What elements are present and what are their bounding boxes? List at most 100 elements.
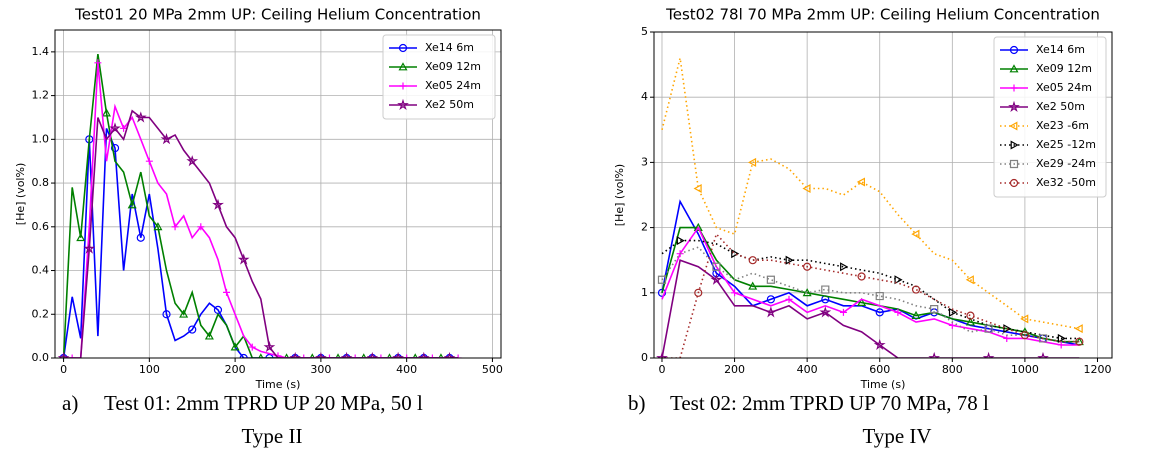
series-line bbox=[63, 109, 459, 358]
marker bbox=[265, 353, 274, 358]
marker bbox=[982, 351, 995, 358]
legend: Xe14 6m Xe09 12m Xe05 24m Xe2 50m Xe23 -6m Xe… bbox=[993, 36, 1107, 198]
series-line bbox=[661, 226, 1080, 343]
legend-marker bbox=[1009, 178, 1019, 188]
marker bbox=[204, 331, 214, 340]
marker bbox=[213, 305, 223, 314]
legend-label: Xe09 12m bbox=[1036, 62, 1092, 75]
y-axis-label: [He] (vol%) bbox=[613, 164, 626, 226]
marker bbox=[68, 354, 76, 358]
y-tick-label: 0 bbox=[641, 351, 648, 364]
marker bbox=[263, 340, 276, 353]
legend-marker bbox=[399, 82, 407, 90]
legend-box bbox=[993, 36, 1107, 198]
marker bbox=[821, 285, 830, 294]
marker bbox=[109, 122, 121, 134]
y-tick-label: 0.0 bbox=[32, 351, 50, 364]
legend-label: Xe09 12m bbox=[425, 60, 481, 73]
marker bbox=[368, 353, 377, 358]
caption-line: Test 01: 2mm TPRD UP 20 MPa, 50 l bbox=[104, 391, 423, 415]
marker bbox=[802, 183, 811, 193]
marker bbox=[656, 351, 668, 358]
marker bbox=[134, 111, 147, 123]
marker bbox=[1057, 333, 1066, 343]
chart-title: Test01 20 MPa 2mm UP: Ceiling Helium Con… bbox=[74, 6, 481, 24]
legend-label: Xe32 -50m bbox=[1036, 176, 1096, 189]
y-tick-label: 0.6 bbox=[32, 220, 50, 233]
x-tick-label: 100 bbox=[139, 363, 160, 376]
x-tick-label: 0 bbox=[60, 363, 67, 376]
marker bbox=[966, 311, 975, 320]
marker bbox=[965, 317, 975, 326]
marker bbox=[316, 353, 325, 358]
marker bbox=[894, 275, 903, 285]
legend-label: Xe14 6m bbox=[1036, 43, 1085, 56]
y-tick-label: 1.2 bbox=[32, 89, 50, 102]
y-tick-label: 5 bbox=[641, 25, 648, 38]
marker bbox=[1003, 334, 1011, 342]
marker bbox=[162, 310, 171, 319]
x-tick-label: 200 bbox=[225, 363, 246, 376]
marker bbox=[930, 305, 939, 314]
legend-marker bbox=[398, 62, 408, 71]
marker bbox=[948, 307, 958, 317]
series-line bbox=[62, 128, 459, 358]
marker bbox=[127, 200, 137, 209]
marker bbox=[911, 310, 921, 320]
x-tick-label: 300 bbox=[310, 363, 331, 376]
caption-line: Test 02: 2mm TPRD UP 70 MPa, 78 l bbox=[670, 391, 989, 415]
marker bbox=[223, 288, 231, 296]
marker bbox=[1074, 324, 1083, 334]
plot-frame bbox=[54, 29, 502, 359]
x-tick-label: 400 bbox=[797, 363, 818, 376]
marker bbox=[693, 183, 702, 193]
marker bbox=[748, 256, 757, 265]
legend-marker bbox=[1009, 64, 1019, 73]
marker bbox=[894, 308, 902, 316]
marker bbox=[747, 157, 757, 167]
marker bbox=[230, 342, 240, 351]
marker bbox=[171, 223, 179, 231]
plot-frame bbox=[653, 31, 1113, 359]
legend-marker bbox=[397, 98, 409, 110]
marker bbox=[984, 324, 993, 333]
marker bbox=[785, 255, 794, 265]
marker bbox=[1038, 334, 1048, 343]
marker bbox=[928, 351, 941, 358]
marker bbox=[419, 353, 428, 358]
x-tick-label: 1200 bbox=[1083, 363, 1111, 376]
marker bbox=[428, 354, 436, 358]
legend-label: Xe05 24m bbox=[1036, 81, 1092, 94]
marker bbox=[392, 351, 404, 358]
x-tick-label: 200 bbox=[724, 363, 745, 376]
legend-marker bbox=[1010, 140, 1019, 150]
marker bbox=[731, 249, 740, 259]
y-tick-label: 0.2 bbox=[32, 307, 50, 320]
marker bbox=[657, 275, 667, 284]
caption-line: Type IV bbox=[862, 424, 931, 448]
marker bbox=[1057, 341, 1065, 349]
plot bbox=[57, 53, 462, 358]
marker bbox=[454, 354, 462, 358]
marker bbox=[693, 222, 703, 231]
series-line bbox=[661, 259, 1080, 358]
marker bbox=[101, 108, 111, 117]
marker bbox=[766, 275, 775, 284]
marker bbox=[315, 351, 327, 358]
marker bbox=[875, 308, 884, 317]
marker bbox=[1020, 331, 1030, 340]
x-axis-label: Time (s) bbox=[255, 378, 301, 391]
marker bbox=[145, 157, 153, 165]
marker bbox=[393, 353, 403, 358]
marker bbox=[712, 262, 721, 271]
y-tick-label: 1 bbox=[641, 286, 648, 299]
legend-label: Xe29 -24m bbox=[1036, 157, 1096, 170]
marker bbox=[694, 288, 703, 297]
marker bbox=[160, 133, 173, 145]
marker bbox=[710, 273, 723, 285]
series-line bbox=[62, 53, 459, 358]
legend-marker bbox=[398, 43, 408, 53]
marker bbox=[248, 343, 256, 351]
marker bbox=[873, 338, 886, 351]
